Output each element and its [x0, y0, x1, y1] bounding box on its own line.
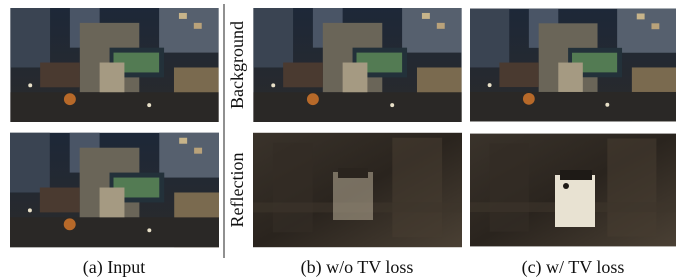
row-label: Background [227, 21, 247, 109]
row-label: Reflection [227, 153, 247, 228]
caption: (c) w/ TV loss [522, 257, 625, 278]
caption: (b) w/o TV loss [301, 257, 414, 278]
caption: (a) Input [83, 257, 145, 278]
reflection-image [253, 133, 462, 247]
input-image [10, 133, 219, 247]
input-image [10, 8, 218, 122]
background-image [253, 8, 461, 122]
figure: Background Reflection (a) Input (b) w/o … [0, 0, 679, 280]
background-image [470, 9, 676, 122]
reflection-image [470, 134, 676, 247]
